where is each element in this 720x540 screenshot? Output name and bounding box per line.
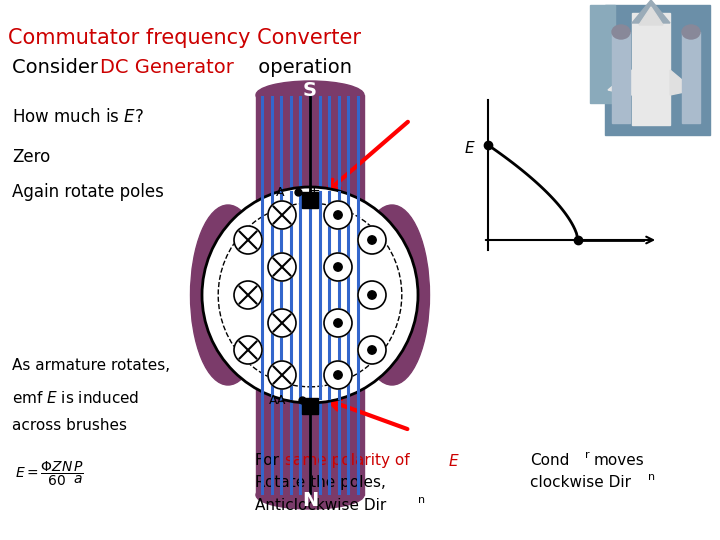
Bar — [632, 13, 670, 125]
Text: A: A — [276, 186, 284, 199]
Circle shape — [234, 226, 262, 254]
Ellipse shape — [682, 25, 700, 39]
Circle shape — [334, 211, 342, 219]
Circle shape — [324, 253, 352, 281]
Circle shape — [268, 309, 296, 337]
Bar — [605, 5, 710, 135]
Text: same polarity of: same polarity of — [285, 453, 415, 468]
Ellipse shape — [345, 220, 403, 370]
Circle shape — [234, 281, 262, 309]
Circle shape — [234, 336, 262, 364]
Bar — [590, 5, 615, 103]
Ellipse shape — [217, 220, 275, 370]
Polygon shape — [639, 7, 663, 25]
Text: Again rotate poles: Again rotate poles — [12, 183, 164, 201]
Circle shape — [324, 201, 352, 229]
Text: For: For — [255, 453, 284, 468]
Text: $E$: $E$ — [464, 140, 476, 156]
Ellipse shape — [191, 205, 266, 385]
Circle shape — [368, 346, 376, 354]
Text: r: r — [585, 450, 590, 460]
Text: $E = \dfrac{\Phi ZN}{60}\dfrac{P}{a}$: $E = \dfrac{\Phi ZN}{60}\dfrac{P}{a}$ — [15, 460, 84, 488]
Text: $E$: $E$ — [448, 453, 459, 469]
Polygon shape — [608, 70, 632, 95]
Text: Rotate the poles,: Rotate the poles, — [255, 475, 386, 490]
Text: +: + — [307, 185, 320, 199]
Circle shape — [358, 226, 386, 254]
Circle shape — [358, 281, 386, 309]
Text: clockwise Dir: clockwise Dir — [530, 475, 631, 490]
Text: operation: operation — [252, 58, 352, 77]
Text: Anticlockwise Dir: Anticlockwise Dir — [255, 498, 386, 513]
Text: emf $E$ is induced: emf $E$ is induced — [12, 390, 140, 406]
Circle shape — [334, 371, 342, 379]
Bar — [256, 95, 364, 495]
Circle shape — [358, 336, 386, 364]
Circle shape — [334, 319, 342, 327]
Circle shape — [202, 187, 418, 403]
Text: DC Generator: DC Generator — [100, 58, 234, 77]
Text: How much is $E$?: How much is $E$? — [12, 108, 144, 126]
Circle shape — [368, 236, 376, 244]
Text: moves: moves — [594, 453, 644, 468]
Ellipse shape — [256, 481, 364, 509]
Text: Consider: Consider — [12, 58, 104, 77]
Bar — [302, 398, 318, 414]
Polygon shape — [632, 0, 670, 23]
Ellipse shape — [354, 205, 430, 385]
Circle shape — [268, 361, 296, 389]
Bar — [612, 32, 630, 123]
Ellipse shape — [612, 25, 630, 39]
Polygon shape — [670, 70, 694, 95]
Text: -: - — [313, 393, 319, 408]
Text: Commutator frequency Converter: Commutator frequency Converter — [8, 28, 361, 48]
Ellipse shape — [256, 81, 364, 109]
Text: S: S — [303, 80, 317, 99]
Circle shape — [268, 253, 296, 281]
Text: AA: AA — [269, 394, 287, 407]
Text: n: n — [648, 472, 655, 482]
Text: N: N — [302, 490, 318, 510]
Text: Cond: Cond — [530, 453, 570, 468]
Text: Zero: Zero — [12, 148, 50, 166]
Text: n: n — [418, 495, 425, 505]
Circle shape — [324, 361, 352, 389]
Circle shape — [268, 201, 296, 229]
Bar — [682, 32, 700, 123]
Circle shape — [368, 291, 376, 299]
Circle shape — [324, 309, 352, 337]
Text: As armature rotates,: As armature rotates, — [12, 358, 170, 373]
Text: across brushes: across brushes — [12, 418, 127, 433]
Bar — [302, 192, 318, 208]
Circle shape — [334, 263, 342, 271]
